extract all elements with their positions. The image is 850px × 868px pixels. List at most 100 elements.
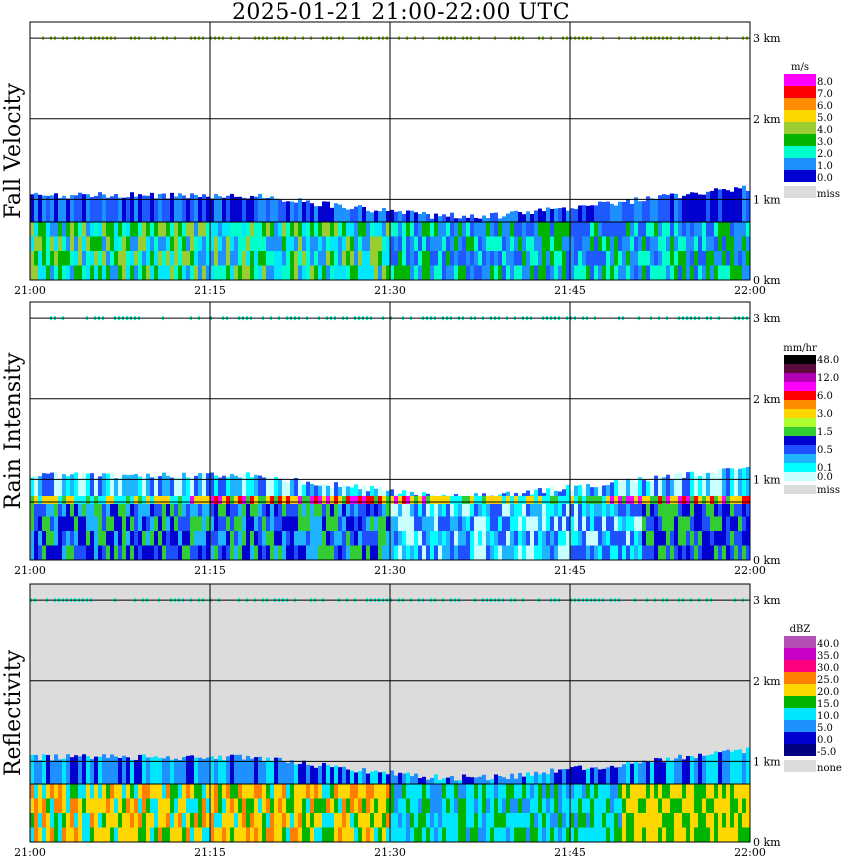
data-cell: [234, 501, 238, 517]
data-cell: [466, 776, 470, 784]
data-cell: [586, 812, 590, 828]
data-cell: [518, 501, 522, 517]
data-cell: [654, 827, 658, 843]
data-cell: [110, 545, 114, 561]
data-cell: [82, 798, 86, 814]
data-cell: [562, 768, 566, 784]
data-cell: [554, 236, 558, 252]
data-cell: [166, 250, 170, 266]
data-cell: [722, 265, 726, 281]
data-cell: [654, 221, 658, 237]
data-cell: [534, 236, 538, 252]
data-cell: [306, 516, 310, 532]
data-cell: [706, 812, 710, 828]
bright-band-cell: [338, 495, 342, 504]
data-cell: [618, 250, 622, 266]
data-cell: [566, 210, 570, 222]
data-cell: [466, 221, 470, 237]
data-cell: [246, 472, 250, 502]
data-cell: [282, 480, 286, 502]
data-cell: [262, 265, 266, 281]
data-cell: [270, 501, 274, 517]
data-cell: [126, 250, 130, 266]
data-cell: [578, 250, 582, 266]
data-cell: [54, 501, 58, 517]
data-cell: [226, 516, 230, 532]
bright-band-cell: [274, 495, 278, 504]
data-cell: [138, 827, 142, 843]
data-cell: [422, 501, 426, 517]
data-cell: [86, 530, 90, 546]
data-cell: [510, 827, 514, 843]
data-cell: [286, 265, 290, 281]
data-cell: [682, 221, 686, 237]
data-cell: [162, 193, 166, 222]
data-cell: [234, 250, 238, 266]
data-cell: [574, 250, 578, 266]
data-cell: [278, 757, 282, 784]
data-cell: [458, 221, 462, 237]
data-cell: [350, 516, 354, 532]
data-cell: [238, 530, 242, 546]
data-cell: [610, 265, 614, 281]
data-cell: [110, 530, 114, 546]
data-cell: [166, 545, 170, 561]
data-cell: [122, 236, 126, 252]
data-cell: [190, 530, 194, 546]
data-cell: [206, 196, 210, 222]
data-cell: [438, 545, 442, 561]
data-cell: [566, 530, 570, 546]
data-cell: [78, 236, 82, 252]
data-cell: [670, 236, 674, 252]
data-cell: [262, 501, 266, 517]
data-cell: [74, 755, 78, 784]
data-cell: [202, 194, 206, 222]
data-cell: [326, 530, 330, 546]
data-cell: [486, 236, 490, 252]
data-cell: [270, 798, 274, 814]
data-cell: [610, 812, 614, 828]
data-cell: [506, 213, 510, 222]
data-cell: [574, 812, 578, 828]
data-cell: [98, 812, 102, 828]
data-cell: [330, 516, 334, 532]
data-cell: [110, 754, 114, 784]
data-cell: [734, 530, 738, 546]
data-cell: [146, 757, 150, 784]
data-cell: [438, 501, 442, 517]
data-cell: [46, 501, 50, 517]
data-cell: [638, 516, 642, 532]
data-cell: [502, 545, 506, 561]
data-cell: [298, 827, 302, 843]
data-cell: [518, 798, 522, 814]
data-cell: [594, 205, 598, 222]
data-cell: [286, 530, 290, 546]
data-cell: [158, 530, 162, 546]
data-cell: [430, 545, 434, 561]
data-cell: [706, 472, 710, 502]
data-cell: [746, 747, 750, 784]
data-cell: [634, 798, 638, 814]
data-cell: [694, 501, 698, 517]
data-cell: [150, 827, 154, 843]
data-cell: [438, 798, 442, 814]
data-cell: [274, 783, 278, 799]
data-cell: [182, 236, 186, 252]
data-cell: [702, 501, 706, 517]
bright-band-cell: [526, 495, 530, 504]
data-cell: [622, 827, 626, 843]
data-cell: [154, 198, 158, 222]
data-cell: [450, 812, 454, 828]
data-cell: [302, 265, 306, 281]
data-cell: [310, 798, 314, 814]
data-cell: [330, 545, 334, 561]
data-cell: [654, 530, 658, 546]
data-cell: [202, 827, 206, 843]
data-cell: [106, 236, 110, 252]
data-cell: [346, 530, 350, 546]
data-cell: [730, 751, 734, 784]
data-cell: [486, 250, 490, 266]
data-cell: [406, 265, 410, 281]
legend-label: 5.0: [817, 723, 833, 734]
data-cell: [506, 530, 510, 546]
